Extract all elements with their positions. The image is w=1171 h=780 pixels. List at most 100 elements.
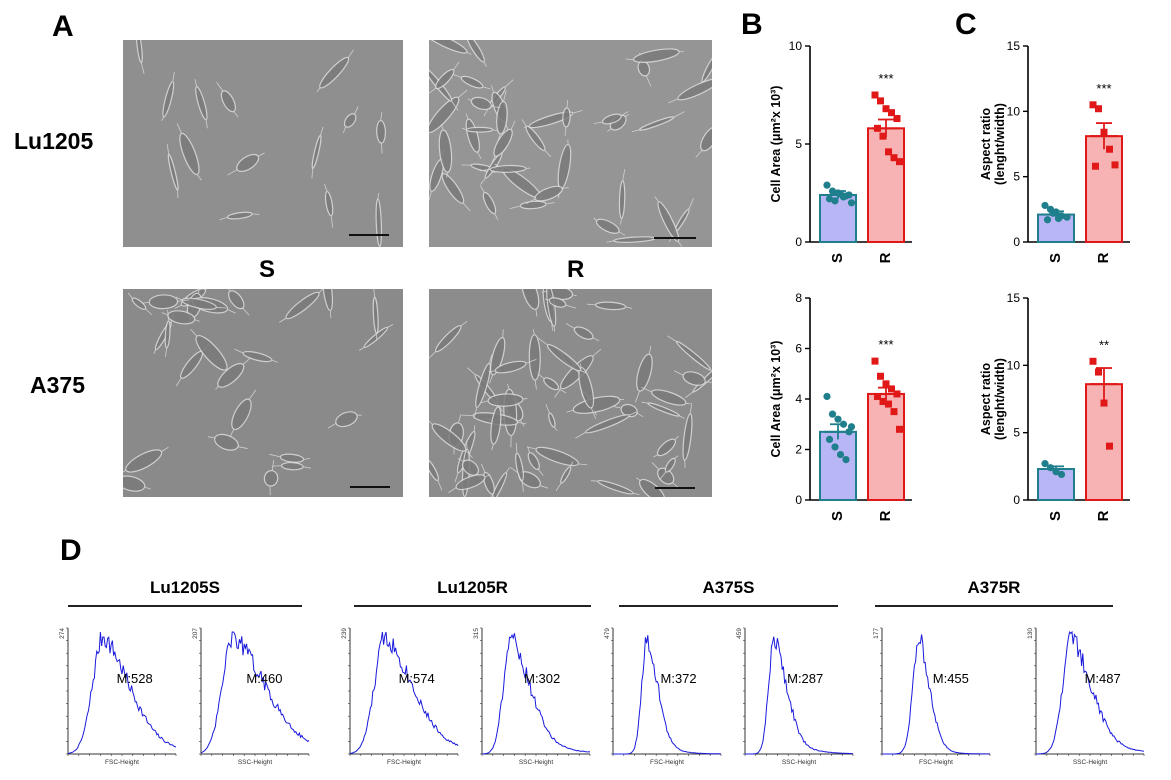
cell-shape (578, 363, 597, 420)
cell-shape (135, 40, 145, 75)
chart-b-top-svg: 0 5 10 Cell Area (μm²x 10³) S R *** (769, 39, 912, 263)
group-underline (354, 605, 591, 607)
cell-shape (555, 461, 574, 492)
cell-shape (429, 458, 443, 491)
median-label: M:372 (661, 671, 697, 686)
significance-label: *** (878, 71, 893, 86)
data-point (1041, 201, 1049, 210)
data-point (1092, 162, 1099, 170)
y-tick-label: 8 (795, 291, 802, 305)
cell-shape (682, 403, 693, 468)
cell-shape (321, 289, 334, 319)
y-axis-label: Cell Area (μm²x 10³) (769, 341, 783, 458)
y-tick-label: 0 (795, 235, 802, 249)
data-point (1054, 214, 1063, 223)
histogram-lu1205s-ssc-svg: 207 SSC-Height M:460 (192, 628, 310, 766)
histogram-lu1205r-ssc-svg: 315 SSC-Height M:302 (473, 628, 591, 766)
y-tick-label: 4 (795, 392, 802, 406)
cell-shape (467, 96, 501, 111)
y-max-label: 177 (873, 628, 880, 639)
data-point (1049, 209, 1057, 217)
cell-shape (593, 217, 626, 236)
data-point (877, 97, 884, 105)
data-point (1100, 128, 1108, 136)
data-point (1063, 213, 1071, 221)
cell-shape (175, 296, 226, 310)
data-point (828, 187, 837, 195)
significance-label: *** (878, 337, 893, 352)
cell-shape (166, 144, 179, 199)
cell-shape (545, 297, 577, 309)
cell-shape (138, 294, 190, 310)
histogram-a375r-ssc: 130 SSC-Height M:487 (1020, 622, 1148, 774)
y-max-label: 239 (341, 628, 348, 639)
data-point (893, 115, 901, 123)
cell-shape (161, 310, 200, 325)
cell-shape (593, 111, 629, 125)
x-category-label: S (829, 511, 846, 521)
x-axis-label: SSC-Height (238, 759, 273, 766)
chart-b-bottom-svg: 0 2 4 6 8 Cell Area (μm²x 10³) S R *** (769, 291, 912, 521)
micrograph-lu1205-s (123, 40, 403, 247)
x-axis-label: FSC-Height (387, 759, 421, 766)
cell-shape (641, 401, 685, 420)
cell-shape (488, 358, 537, 374)
x-axis-label: SSC-Height (519, 759, 554, 766)
cell-shape (565, 323, 600, 342)
cell-shape (587, 301, 633, 311)
cell-shape (674, 370, 712, 386)
histogram-lu1205r-ssc: 315 SSC-Height M:302 (466, 622, 594, 774)
micrograph-a375-s (123, 289, 403, 497)
y-max-label: 479 (604, 628, 611, 639)
panel-a-letter: A (52, 10, 74, 43)
cell-shape (327, 411, 362, 429)
condition-label-s: S (259, 256, 276, 283)
micrograph-background (123, 289, 403, 497)
cell-shape (161, 71, 175, 122)
cell-shape (429, 89, 468, 133)
cell-shape (207, 433, 248, 451)
median-label: M:574 (399, 671, 435, 686)
data-point (839, 420, 848, 428)
cell-shape (535, 371, 567, 394)
chart-c-top-svg: 0 5 10 15 Aspect ratio(lenght/width) S R *** (979, 39, 1130, 263)
scale-bar (349, 234, 389, 236)
y-tick-label: 0 (795, 493, 802, 507)
cell-shape (376, 112, 387, 154)
group-underline (875, 605, 1113, 607)
y-tick-label: 15 (1007, 291, 1021, 305)
data-point (874, 392, 881, 400)
histogram-a375r-ssc-svg: 130 SSC-Height M:487 (1027, 628, 1145, 766)
scale-bar (655, 487, 695, 489)
histogram-curve (482, 633, 591, 755)
cell-shape (653, 435, 679, 458)
micrograph-a375-r (429, 289, 712, 497)
bar (1085, 135, 1123, 243)
cell-shape (545, 404, 558, 431)
cell-shape (342, 106, 359, 134)
cell-shape (537, 337, 587, 374)
data-point (874, 124, 881, 132)
bar (867, 127, 905, 243)
data-point (871, 91, 879, 99)
data-point (871, 357, 879, 365)
cell-shape (429, 40, 472, 55)
data-point (896, 158, 903, 166)
bar (867, 392, 905, 501)
cell-shape (164, 310, 171, 357)
micrograph-a375-r-image (429, 289, 712, 497)
cell-shape (234, 348, 278, 363)
significance-label: *** (1096, 81, 1111, 96)
data-point (893, 390, 901, 398)
data-point (828, 410, 837, 418)
panel-c-letter: C (955, 8, 977, 41)
cell-shape (490, 467, 510, 497)
histogram-lu1205r-fsc-svg: 239 FSC-Height M:574 (341, 628, 459, 766)
group-title-a375s: A375S (702, 578, 755, 597)
histogram-a375s-ssc-svg: 459 SSC-Height M:287 (736, 628, 854, 766)
cell-shape (466, 40, 487, 67)
data-point (834, 415, 842, 423)
histogram-lu1205r-fsc: 239 FSC-Height M:574 (334, 622, 462, 774)
cell-shape (219, 211, 260, 221)
cell-shape (659, 455, 679, 481)
